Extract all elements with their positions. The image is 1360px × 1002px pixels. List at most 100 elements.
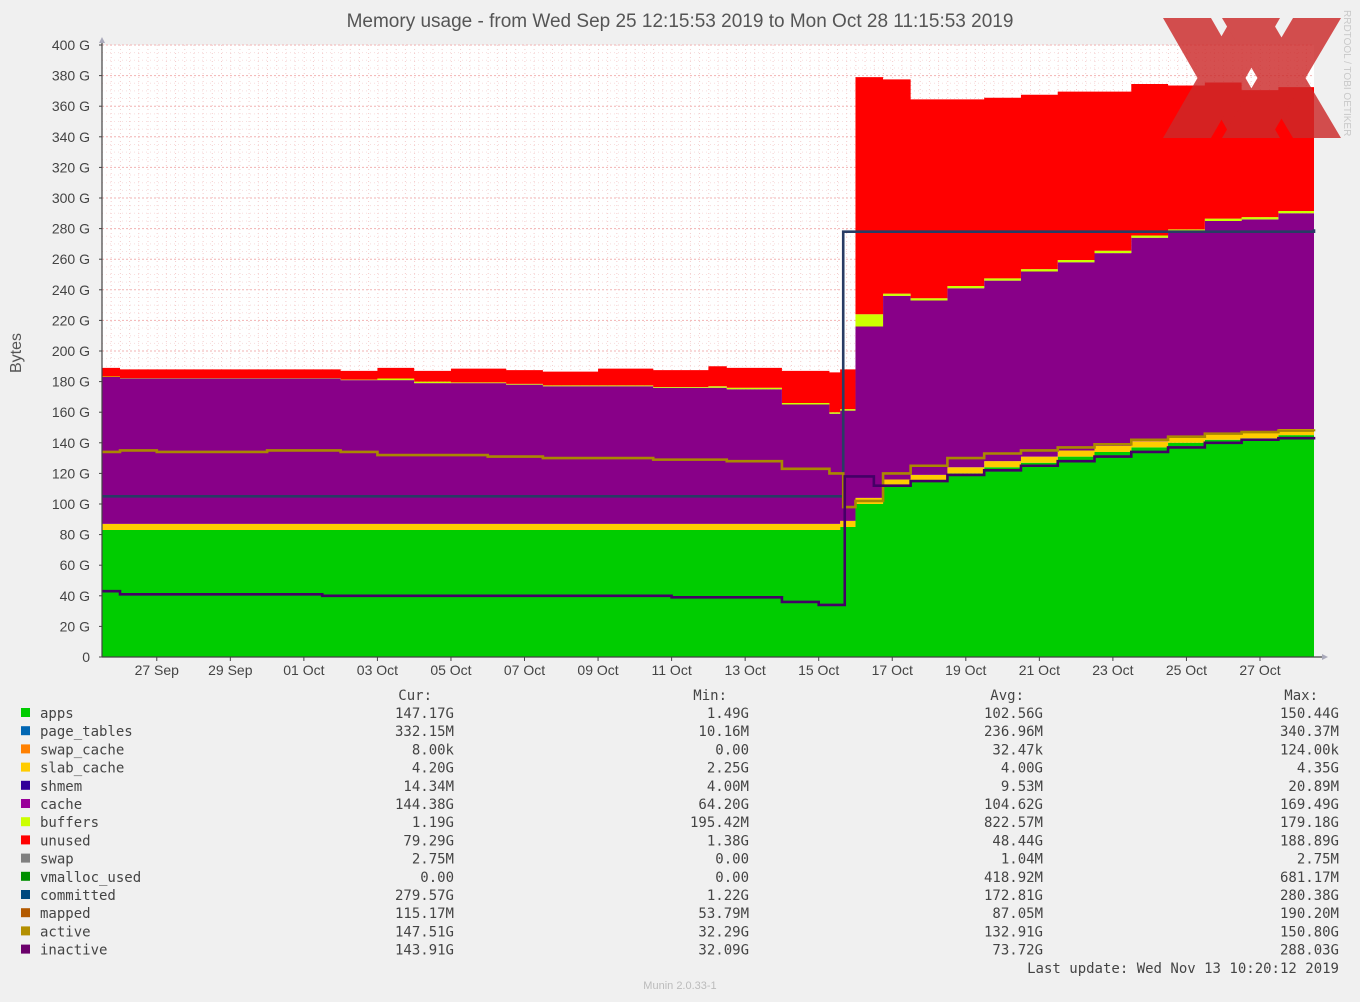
x-axis-arrow xyxy=(1322,654,1328,660)
legend-cur-committed: 279.57G xyxy=(395,888,454,904)
y-tick-label: 160 G xyxy=(52,404,90,420)
axes xyxy=(99,37,1328,660)
y-tick-label: 80 G xyxy=(60,527,90,543)
x-tick-label: 25 Oct xyxy=(1166,662,1207,678)
legend-avg-vmalloc-used: 418.92M xyxy=(984,870,1043,886)
x-tick-label: 23 Oct xyxy=(1092,662,1133,678)
legend-cur-swap: 2.75M xyxy=(412,852,454,868)
legend-header-max: Max: xyxy=(1284,688,1318,704)
legend-avg-inactive: 73.72G xyxy=(992,943,1043,959)
chart-title: Memory usage - from Wed Sep 25 12:15:53 … xyxy=(347,11,1014,32)
legend-swatch-unused xyxy=(21,835,30,845)
legend: Cur: Min: Avg: Max: apps 147.17G 1.49G 102.56G 1… xyxy=(21,688,1340,959)
legend-name-page-tables: page_tables xyxy=(40,724,133,740)
area-cache xyxy=(102,206,1314,524)
legend-avg-cache: 104.62G xyxy=(984,797,1043,813)
legend-swatch-mapped xyxy=(21,908,30,918)
legend-min-committed: 1.22G xyxy=(707,888,749,904)
y-tick-label: 120 G xyxy=(52,465,90,481)
x-tick-labels: 27 Sep 29 Sep 01 Oct 03 Oct 05 Oct 07 Oct 09 O… xyxy=(135,657,1281,678)
x-tick-label: 03 Oct xyxy=(357,662,398,678)
legend-name-buffers: buffers xyxy=(40,815,99,831)
rrdtool-watermark: RRDTOOL / TOBI OETIKER xyxy=(1341,10,1352,136)
legend-avg-swap: 1.04M xyxy=(1001,852,1043,868)
legend-name-apps: apps xyxy=(40,706,74,722)
legend-cur-buffers: 1.19G xyxy=(412,815,454,831)
legend-swatch-active xyxy=(21,926,30,936)
legend-cur-mapped: 115.17M xyxy=(395,906,454,922)
y-tick-label: 240 G xyxy=(52,282,90,298)
legend-name-swap-cache: swap_cache xyxy=(40,742,124,758)
legend-max-page-tables: 340.37M xyxy=(1280,724,1339,740)
x-tick-label: 07 Oct xyxy=(504,662,545,678)
legend-name-swap: swap xyxy=(40,852,74,868)
x-tick-label: 13 Oct xyxy=(725,662,766,678)
legend-cur-apps: 147.17G xyxy=(395,706,454,722)
y-axis-arrow xyxy=(99,37,105,43)
legend-cur-swap-cache: 8.00k xyxy=(412,742,455,758)
x-tick-label: 27 Sep xyxy=(135,662,180,678)
x-tick-label: 11 Oct xyxy=(652,662,692,678)
legend-min-shmem: 4.00M xyxy=(707,779,749,795)
y-tick-label: 320 G xyxy=(52,159,90,175)
legend-name-committed: committed xyxy=(40,888,116,904)
y-tick-label: 140 G xyxy=(52,435,90,451)
y-tick-label: 300 G xyxy=(52,190,90,206)
legend-name-shmem: shmem xyxy=(40,779,82,795)
legend-min-swap-cache: 0.00 xyxy=(715,742,749,758)
last-update: Last update: Wed Nov 13 10:20:12 2019 xyxy=(1027,961,1339,977)
legend-header-cur: Cur: xyxy=(398,688,432,704)
legend-name-active: active xyxy=(40,924,91,940)
legend-cur-vmalloc-used: 0.00 xyxy=(420,870,454,886)
xx-logo xyxy=(1163,18,1341,138)
legend-avg-buffers: 822.57M xyxy=(984,815,1043,831)
legend-swatch-swap-cache xyxy=(21,744,30,754)
legend-swatch-buffers xyxy=(21,817,30,827)
legend-swatch-cache xyxy=(21,799,30,808)
legend-avg-page-tables: 236.96M xyxy=(984,724,1043,740)
legend-swatch-page-tables xyxy=(21,726,30,736)
legend-swatch-inactive xyxy=(21,944,30,954)
y-tick-labels: 0 20 G 40 G 60 G 80 G 100 G 120 G 140 G 160 G 180… xyxy=(52,37,102,665)
legend-min-buffers: 195.42M xyxy=(690,815,749,831)
legend-max-committed: 280.38G xyxy=(1280,888,1339,904)
x-tick-label: 09 Oct xyxy=(577,662,618,678)
y-tick-label: 100 G xyxy=(52,496,90,512)
y-axis-label: Bytes xyxy=(8,333,25,373)
legend-avg-slab-cache: 4.00G xyxy=(1001,761,1043,777)
legend-max-active: 150.80G xyxy=(1280,924,1339,940)
y-tick-label: 220 G xyxy=(52,312,90,328)
legend-cur-cache: 144.38G xyxy=(395,797,454,813)
legend-cur-inactive: 143.91G xyxy=(395,943,454,959)
y-tick-label: 0 xyxy=(82,649,90,665)
y-tick-label: 340 G xyxy=(52,129,90,145)
legend-name-slab-cache: slab_cache xyxy=(40,761,124,777)
legend-max-vmalloc-used: 681.17M xyxy=(1280,870,1339,886)
y-tick-label: 200 G xyxy=(52,343,90,359)
legend-min-active: 32.29G xyxy=(698,924,749,940)
area-apps xyxy=(102,433,1314,657)
legend-avg-shmem: 9.53M xyxy=(1001,779,1043,795)
legend-min-slab-cache: 2.25G xyxy=(707,761,749,777)
line-inactive xyxy=(102,436,1316,607)
legend-name-unused: unused xyxy=(40,833,91,849)
legend-swatch-vmalloc-used xyxy=(21,871,30,881)
legend-min-cache: 64.20G xyxy=(698,797,749,813)
y-tick-label: 400 G xyxy=(52,37,90,53)
x-tick-label: 21 Oct xyxy=(1019,662,1060,678)
y-tick-label: 360 G xyxy=(52,98,90,114)
legend-max-unused: 188.89G xyxy=(1280,833,1339,849)
legend-swatch-slab-cache xyxy=(21,762,30,772)
line-active xyxy=(102,429,1316,509)
y-tick-label: 40 G xyxy=(60,588,90,604)
legend-min-page-tables: 10.16M xyxy=(698,724,749,740)
legend-avg-committed: 172.81G xyxy=(984,888,1043,904)
y-tick-label: 180 G xyxy=(52,374,90,390)
legend-cur-page-tables: 332.15M xyxy=(395,724,454,740)
legend-header-min: Min: xyxy=(693,688,727,704)
legend-min-vmalloc-used: 0.00 xyxy=(715,870,749,886)
legend-max-swap: 2.75M xyxy=(1297,852,1339,868)
y-tick-label: 60 G xyxy=(60,557,90,573)
x-tick-label: 15 Oct xyxy=(798,662,839,678)
legend-name-inactive: inactive xyxy=(40,943,107,959)
